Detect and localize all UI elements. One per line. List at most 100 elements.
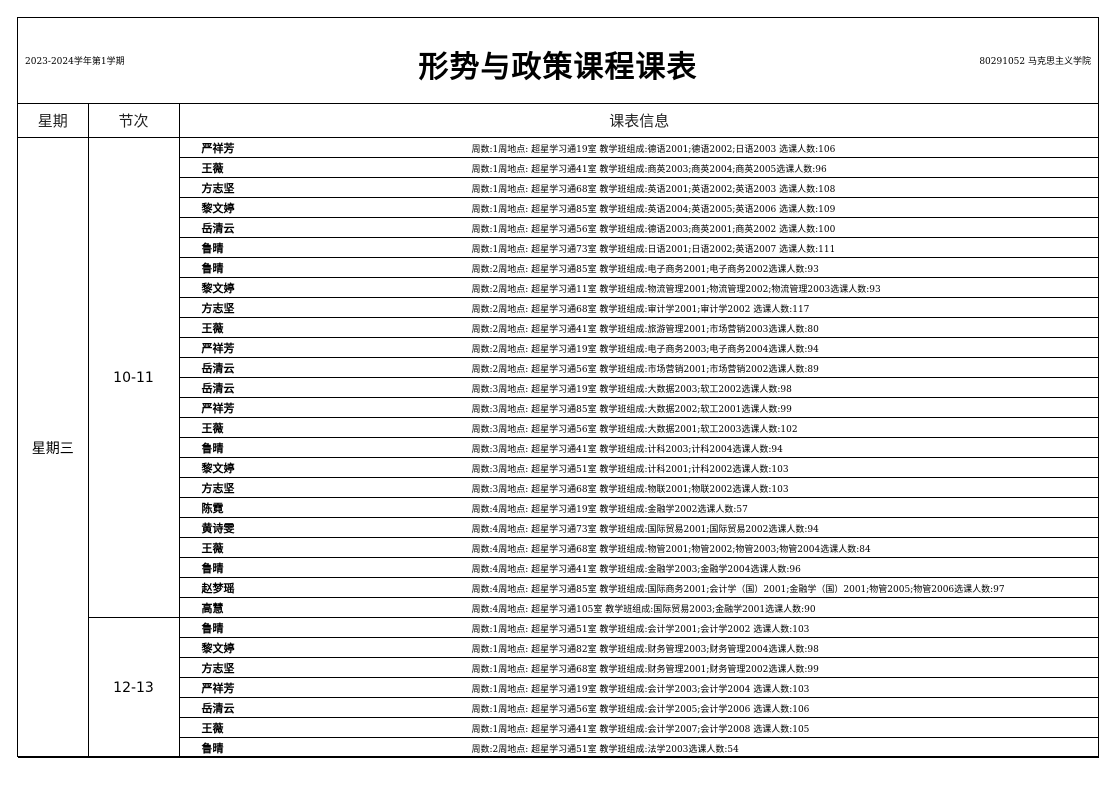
course-details: 周数:2周地点: 超星学习通11室 教学班组成:物流管理2001;物流管理200… xyxy=(471,284,881,295)
course-info-cell: 王薇 周数:1周地点: 超星学习通41室 教学班组成:商英2003;商英2004;… xyxy=(178,157,1099,178)
course-details: 周数:3周地点: 超星学习通85室 教学班组成:大数据2002;软工2001选课… xyxy=(471,404,792,415)
period-cell: 12-13 xyxy=(87,617,180,758)
course-details: 周数:2周地点: 超星学习通19室 教学班组成:电子商务2003;电子商务200… xyxy=(471,344,819,355)
teacher-name: 高慧 xyxy=(201,601,224,615)
teacher-name: 鲁晴 xyxy=(201,241,224,255)
table-row: 方志坚 周数:3周地点: 超星学习通68室 教学班组成:物联2001;物联2002… xyxy=(18,477,1099,498)
course-details: 周数:4周地点: 超星学习通85室 教学班组成:国际商务2001;会计学（国）2… xyxy=(471,584,1005,595)
schedule-table: 星期 节次 课表信息 星期三 10-11 严祥芳 周数:1周地点: 超星学习通19室 … xyxy=(18,103,1099,758)
course-details: 周数:4周地点: 超星学习通19室 教学班组成:金融学2002选课人数:57 xyxy=(471,504,748,515)
course-details: 周数:1周地点: 超星学习通19室 教学班组成:会计学2003;会计学2004 … xyxy=(471,684,810,695)
course-details: 周数:1周地点: 超星学习通85室 教学班组成:英语2004;英语2005;英语… xyxy=(471,204,836,215)
teacher-name: 鲁晴 xyxy=(201,441,224,455)
course-info-cell: 王薇 周数:1周地点: 超星学习通41室 教学班组成:会计学2007;会计学200… xyxy=(178,717,1099,738)
period-cell: 10-11 xyxy=(87,137,180,618)
table-row: 岳清云 周数:1周地点: 超星学习通56室 教学班组成:会计学2005;会计学20… xyxy=(18,697,1099,718)
course-details: 周数:2周地点: 超星学习通68室 教学班组成:审计学2001;审计学2002 … xyxy=(471,304,810,315)
teacher-name: 鲁晴 xyxy=(201,561,224,575)
course-info-cell: 黎文婷 周数:1周地点: 超星学习通85室 教学班组成:英语2004;英语2005… xyxy=(178,197,1099,218)
teacher-name: 严祥芳 xyxy=(201,681,235,695)
table-row: 黄诗雯 周数:4周地点: 超星学习通73室 教学班组成:国际贸易2001;国际贸易… xyxy=(18,517,1099,538)
teacher-name: 岳清云 xyxy=(201,361,235,375)
teacher-name: 严祥芳 xyxy=(201,341,235,355)
course-details: 周数:4周地点: 超星学习通68室 教学班组成:物管2001;物管2002;物管… xyxy=(471,544,871,555)
table-row: 严祥芳 周数:2周地点: 超星学习通19室 教学班组成:电子商务2003;电子商务… xyxy=(18,337,1099,358)
teacher-name: 黎文婷 xyxy=(201,201,235,215)
teacher-name: 王薇 xyxy=(201,421,224,435)
table-row: 岳清云 周数:3周地点: 超星学习通19室 教学班组成:大数据2003;软工200… xyxy=(18,377,1099,398)
course-details: 周数:2周地点: 超星学习通85室 教学班组成:电子商务2001;电子商务200… xyxy=(471,264,819,275)
course-details: 周数:4周地点: 超星学习通73室 教学班组成:国际贸易2001;国际贸易200… xyxy=(471,524,819,535)
teacher-name: 方志坚 xyxy=(201,301,235,315)
table-row: 王薇 周数:3周地点: 超星学习通56室 教学班组成:大数据2001;软工2003… xyxy=(18,417,1099,438)
teacher-name: 王薇 xyxy=(201,321,224,335)
course-info-cell: 严祥芳 周数:2周地点: 超星学习通19室 教学班组成:电子商务2003;电子商务… xyxy=(178,337,1099,358)
table-row: 鲁晴 周数:2周地点: 超星学习通51室 教学班组成:法学2003选课人数:54 xyxy=(18,737,1099,758)
column-header-info: 课表信息 xyxy=(178,103,1099,138)
course-details: 周数:3周地点: 超星学习通51室 教学班组成:计科2001;计科2002选课人… xyxy=(471,464,789,475)
course-details: 周数:3周地点: 超星学习通68室 教学班组成:物联2001;物联2002选课人… xyxy=(471,484,789,495)
sheet-header: 2023-2024学年第1学期 形势与政策课程课表 80291052 马克思主义… xyxy=(18,18,1098,104)
course-details: 周数:1周地点: 超星学习通73室 教学班组成:日语2001;日语2002;英语… xyxy=(471,244,836,255)
teacher-name: 陈霓 xyxy=(201,501,224,515)
course-info-cell: 王薇 周数:3周地点: 超星学习通56室 教学班组成:大数据2001;软工2003… xyxy=(178,417,1099,438)
table-row: 黎文婷 周数:1周地点: 超星学习通85室 教学班组成:英语2004;英语2005… xyxy=(18,197,1099,218)
teacher-name: 鲁晴 xyxy=(201,621,224,635)
course-info-cell: 鲁晴 周数:1周地点: 超星学习通73室 教学班组成:日语2001;日语2002;… xyxy=(178,237,1099,258)
teacher-name: 赵梦瑶 xyxy=(201,581,235,595)
course-details: 周数:2周地点: 超星学习通56室 教学班组成:市场营销2001;市场营销200… xyxy=(471,364,819,375)
course-info-cell: 方志坚 周数:1周地点: 超星学习通68室 教学班组成:财务管理2001;财务管理… xyxy=(178,657,1099,678)
table-row: 黎文婷 周数:2周地点: 超星学习通11室 教学班组成:物流管理2001;物流管理… xyxy=(18,277,1099,298)
table-row: 王薇 周数:4周地点: 超星学习通68室 教学班组成:物管2001;物管2002;… xyxy=(18,537,1099,558)
course-info-cell: 黎文婷 周数:3周地点: 超星学习通51室 教学班组成:计科2001;计科2002… xyxy=(178,457,1099,478)
table-row: 严祥芳 周数:1周地点: 超星学习通19室 教学班组成:会计学2003;会计学20… xyxy=(18,677,1099,698)
course-info-cell: 鲁晴 周数:1周地点: 超星学习通51室 教学班组成:会计学2001;会计学200… xyxy=(178,617,1099,638)
table-row: 方志坚 周数:2周地点: 超星学习通68室 教学班组成:审计学2001;审计学20… xyxy=(18,297,1099,318)
course-details: 周数:1周地点: 超星学习通56室 教学班组成:会计学2005;会计学2006 … xyxy=(471,704,810,715)
table-header-row: 星期 节次 课表信息 xyxy=(18,103,1099,138)
teacher-name: 鲁晴 xyxy=(201,261,224,275)
course-info-cell: 方志坚 周数:3周地点: 超星学习通68室 教学班组成:物联2001;物联2002… xyxy=(178,477,1099,498)
teacher-name: 方志坚 xyxy=(201,661,235,675)
table-row: 鲁晴 周数:3周地点: 超星学习通41室 教学班组成:计科2003;计科2004选… xyxy=(18,437,1099,458)
course-info-cell: 黎文婷 周数:1周地点: 超星学习通82室 教学班组成:财务管理2003;财务管理… xyxy=(178,637,1099,658)
teacher-name: 鲁晴 xyxy=(201,741,224,755)
course-details: 周数:1周地点: 超星学习通51室 教学班组成:会计学2001;会计学2002 … xyxy=(471,624,810,635)
table-row: 王薇 周数:2周地点: 超星学习通41室 教学班组成:旅游管理2001;市场营销2… xyxy=(18,317,1099,338)
course-details: 周数:1周地点: 超星学习通41室 教学班组成:商英2003;商英2004;商英… xyxy=(471,164,827,175)
course-info-cell: 岳清云 周数:1周地点: 超星学习通56室 教学班组成:会计学2005;会计学20… xyxy=(178,697,1099,718)
course-info-cell: 鲁晴 周数:2周地点: 超星学习通85室 教学班组成:电子商务2001;电子商务2… xyxy=(178,257,1099,278)
course-details: 周数:1周地点: 超星学习通82室 教学班组成:财务管理2003;财务管理200… xyxy=(471,644,819,655)
course-info-cell: 岳清云 周数:2周地点: 超星学习通56室 教学班组成:市场营销2001;市场营销… xyxy=(178,357,1099,378)
table-row: 方志坚 周数:1周地点: 超星学习通68室 教学班组成:英语2001;英语2002… xyxy=(18,177,1099,198)
table-row: 岳清云 周数:1周地点: 超星学习通56室 教学班组成:德语2003;商英2001… xyxy=(18,217,1099,238)
day-cell: 星期三 xyxy=(18,137,89,758)
teacher-name: 岳清云 xyxy=(201,701,235,715)
course-info-cell: 方志坚 周数:2周地点: 超星学习通68室 教学班组成:审计学2001;审计学20… xyxy=(178,297,1099,318)
table-row: 王薇 周数:1周地点: 超星学习通41室 教学班组成:会计学2007;会计学200… xyxy=(18,717,1099,738)
table-row: 鲁晴 周数:2周地点: 超星学习通85室 教学班组成:电子商务2001;电子商务2… xyxy=(18,257,1099,278)
teacher-name: 方志坚 xyxy=(201,181,235,195)
table-row: 鲁晴 周数:4周地点: 超星学习通41室 教学班组成:金融学2003;金融学200… xyxy=(18,557,1099,578)
course-info-cell: 赵梦瑶 周数:4周地点: 超星学习通85室 教学班组成:国际商务2001;会计学（… xyxy=(178,577,1099,598)
course-info-cell: 王薇 周数:2周地点: 超星学习通41室 教学班组成:旅游管理2001;市场营销2… xyxy=(178,317,1099,338)
table-row: 星期三 10-11 严祥芳 周数:1周地点: 超星学习通19室 教学班组成:德语200… xyxy=(18,137,1099,758)
course-details: 周数:1周地点: 超星学习通56室 教学班组成:德语2003;商英2001;商英… xyxy=(471,224,836,235)
course-details: 周数:1周地点: 超星学习通68室 教学班组成:英语2001;英语2002;英语… xyxy=(471,184,836,195)
teacher-name: 王薇 xyxy=(201,721,224,735)
teacher-name: 黎文婷 xyxy=(201,281,235,295)
page-title: 形势与政策课程课表 xyxy=(418,50,698,85)
course-info-cell: 严祥芳 周数:1周地点: 超星学习通19室 教学班组成:会计学2003;会计学20… xyxy=(178,677,1099,698)
table-row: 王薇 周数:1周地点: 超星学习通41室 教学班组成:商英2003;商英2004;… xyxy=(18,157,1099,178)
course-info-cell: 黄诗雯 周数:4周地点: 超星学习通73室 教学班组成:国际贸易2001;国际贸易… xyxy=(178,517,1099,538)
teacher-name: 王薇 xyxy=(201,161,224,175)
course-info-cell: 岳清云 周数:3周地点: 超星学习通19室 教学班组成:大数据2003;软工200… xyxy=(178,377,1099,398)
table-row: 鲁晴 周数:1周地点: 超星学习通73室 教学班组成:日语2001;日语2002;… xyxy=(18,237,1099,258)
course-info-cell: 岳清云 周数:1周地点: 超星学习通56室 教学班组成:德语2003;商英2001… xyxy=(178,217,1099,238)
course-details: 周数:1周地点: 超星学习通68室 教学班组成:财务管理2001;财务管理200… xyxy=(471,664,819,675)
course-details: 周数:3周地点: 超星学习通56室 教学班组成:大数据2001;软工2003选课… xyxy=(471,424,798,435)
course-details: 周数:4周地点: 超星学习通41室 教学班组成:金融学2003;金融学2004选… xyxy=(471,564,801,575)
course-info-cell: 鲁晴 周数:2周地点: 超星学习通51室 教学班组成:法学2003选课人数:54 xyxy=(178,737,1099,758)
course-info-cell: 高慧 周数:4周地点: 超星学习通105室 教学班组成:国际贸易2003;金融学2… xyxy=(178,597,1099,618)
column-header-slot: 节次 xyxy=(87,103,180,138)
